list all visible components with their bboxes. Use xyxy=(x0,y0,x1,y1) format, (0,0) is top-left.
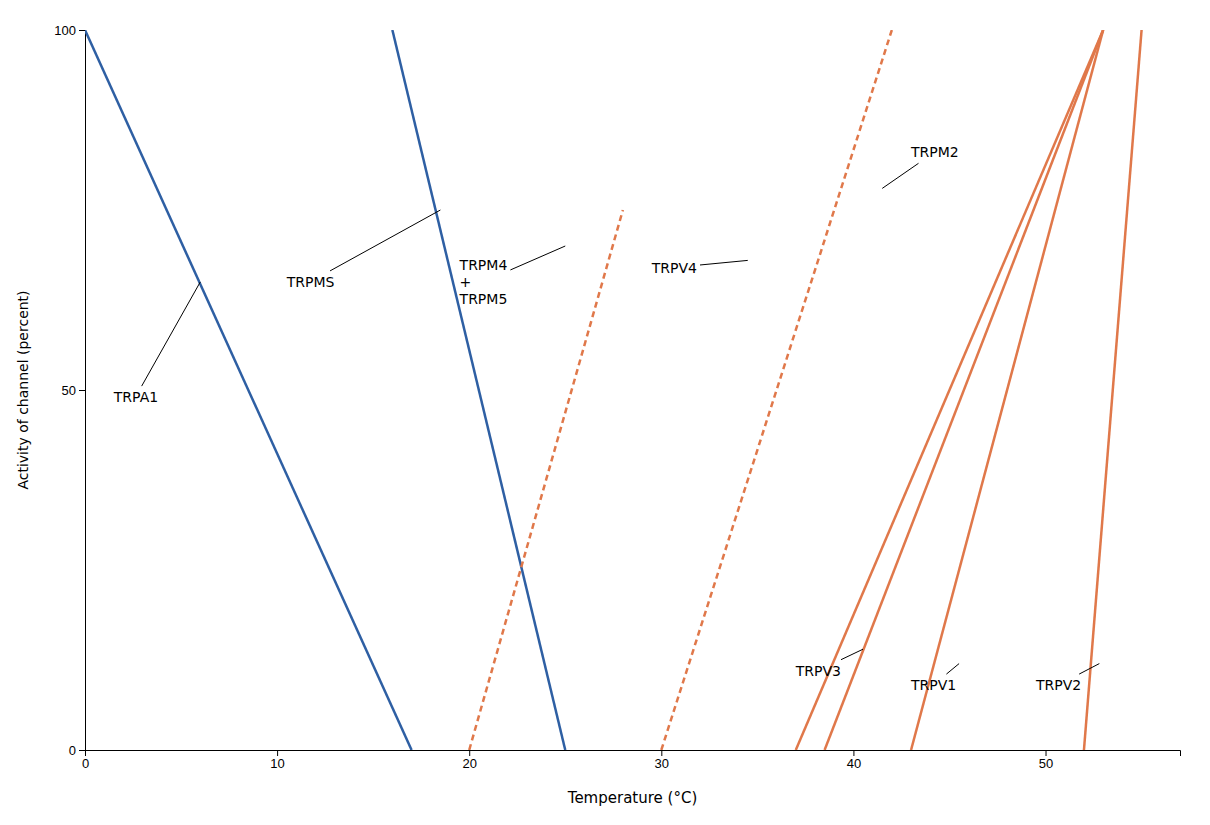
tick-label: 50 xyxy=(1039,756,1053,771)
leader-line xyxy=(142,282,201,386)
x-axis: 0 10 20 30 40 50 xyxy=(82,750,1181,771)
annotation: TRPMS xyxy=(286,274,335,290)
annotation: TRPV3 xyxy=(795,663,841,679)
annotation: TRPV4 xyxy=(651,260,697,276)
tick: 40 xyxy=(847,750,861,771)
series-line xyxy=(85,30,412,750)
y-axis: 0 50 100 xyxy=(54,23,85,758)
annotation: TRPV1 xyxy=(910,677,956,693)
tick: 100 xyxy=(54,23,85,38)
annotation: TRPA1 xyxy=(113,389,158,405)
tick-mark xyxy=(79,750,85,751)
series-line xyxy=(911,30,1103,750)
leader-line xyxy=(330,210,440,271)
tick-label: 30 xyxy=(655,756,669,771)
tick-label: 10 xyxy=(270,756,284,771)
tick-label: 20 xyxy=(462,756,476,771)
tick-mark xyxy=(661,750,662,756)
lines xyxy=(85,30,1142,750)
tick-mark xyxy=(1046,750,1047,756)
series-line xyxy=(1084,30,1142,750)
leader-line xyxy=(1079,664,1099,675)
series-line xyxy=(825,30,1104,750)
tick: 0 xyxy=(69,743,85,758)
tick-mark xyxy=(277,750,278,756)
leader-line xyxy=(882,163,918,188)
axis-line xyxy=(86,751,1181,757)
tick-label: 40 xyxy=(847,756,861,771)
series-line xyxy=(796,30,1103,750)
leader-line xyxy=(946,664,959,675)
tick-mark xyxy=(79,30,85,31)
plot: 01020304050050100TRPA1TRPMSTRPM4+TRPM5TR… xyxy=(54,23,1180,772)
tick: 50 xyxy=(1039,750,1053,771)
y-axis-title: Activity of channel (percent) xyxy=(15,290,31,489)
tick: 0 xyxy=(82,750,89,771)
annotation: TRPM4+TRPM5 xyxy=(459,257,508,307)
tick-label: 50 xyxy=(62,383,76,398)
tick: 30 xyxy=(655,750,669,771)
tick-label: 0 xyxy=(82,756,89,771)
tick-mark xyxy=(79,390,85,391)
x-axis-title: Temperature (°C) xyxy=(567,789,697,807)
annotation: TRPV2 xyxy=(1035,677,1081,693)
tick-mark xyxy=(469,750,470,756)
tick-mark xyxy=(853,750,854,756)
chart: 01020304050050100TRPA1TRPMSTRPM4+TRPM5TR… xyxy=(0,0,1210,825)
tick-label: 0 xyxy=(69,743,76,758)
tick: 50 xyxy=(62,383,85,398)
tick: 20 xyxy=(462,750,476,771)
series-line xyxy=(661,30,892,750)
axis-line xyxy=(79,31,86,751)
leader-line xyxy=(700,260,748,265)
annotation: TRPM2 xyxy=(910,144,959,160)
annotations: TRPA1 TRPMS TRPM4+TRPM5 TRPV4 TRPM2 TRPV3 TRPV… xyxy=(113,144,1100,693)
tick: 10 xyxy=(270,750,284,771)
series-line xyxy=(392,30,565,750)
tick-label: 100 xyxy=(54,23,76,38)
leader-line xyxy=(841,649,863,660)
leader-line xyxy=(510,246,565,270)
